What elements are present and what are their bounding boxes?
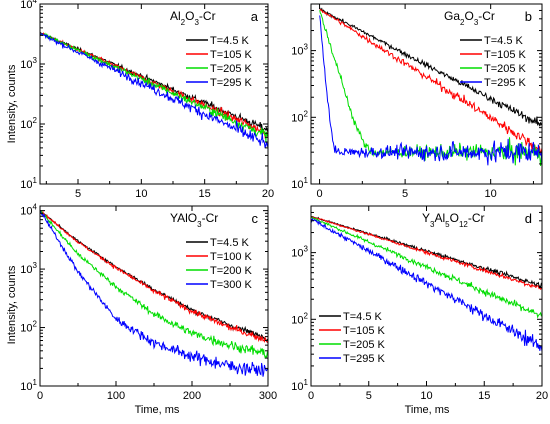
y-tick-label: 103 [291, 245, 308, 260]
panel-c: 0 100 200 300 101 102 103 104 YAlO3-Cr cT=4.5 K T=… [20, 203, 277, 402]
x-tick-label: 0 [308, 390, 314, 402]
x-axis-label-right: Time, ms [405, 404, 450, 416]
y-tick-label: 103 [20, 261, 37, 276]
legend-label: T=100 K [210, 251, 253, 263]
y-tick-label: 103 [291, 43, 308, 58]
series-2-line [40, 32, 268, 143]
y-tick-label: 104 [20, 203, 37, 218]
series-group [319, 7, 542, 166]
series-0-line [40, 31, 268, 133]
series-1-line [319, 8, 542, 154]
x-tick-label: 5 [366, 390, 372, 402]
x-tick-label: 200 [183, 390, 201, 402]
legend-label: T=4.5 K [210, 237, 249, 249]
series-2-line [311, 216, 542, 319]
panel-letter: a [251, 9, 259, 24]
panel-letter: d [525, 211, 532, 226]
panel-b: 0 5 10 101 102 103 Ga2O3-Cr bT=4.5 K T=105 K T=20… [291, 3, 543, 200]
legend-label: T=4.5 K [343, 311, 382, 323]
series-group [40, 210, 268, 377]
y-axis-label-bottom: Intensity, counts [6, 265, 18, 344]
series-1-line [311, 216, 542, 290]
legend-label: T=295 K [343, 353, 386, 365]
panel-letter: b [525, 9, 532, 24]
series-group [311, 216, 542, 352]
plot-frame [39, 205, 269, 387]
legend-label: T=4.5 K [210, 35, 249, 47]
x-tick-label: 20 [262, 188, 274, 200]
x-tick-label: 10 [135, 188, 147, 200]
panel-a: 5 10 15 20 101 102 103 104 Al2O3-Cr aT=4.5 K T=105… [20, 0, 274, 200]
plot-frame [39, 3, 269, 185]
panel-title: YAlO3-Cr [170, 211, 218, 229]
series-2-line [40, 210, 268, 360]
x-tick-label: 10 [420, 390, 432, 402]
legend-label: T=200 K [210, 265, 253, 277]
legend-label: T=205 K [484, 63, 527, 75]
y-axis-label-top: Intensity, counts [6, 64, 18, 143]
y-tick-label: 102 [291, 311, 308, 326]
y-tick-label: 101 [291, 378, 308, 393]
x-tick-label: 10 [485, 188, 497, 200]
x-tick-label: 15 [478, 390, 490, 402]
x-tick-label: 5 [402, 188, 408, 200]
series-3-line [40, 210, 268, 377]
y-tick-label: 103 [20, 56, 37, 71]
series-0-line [319, 7, 542, 127]
panel-letter: c [252, 211, 259, 226]
x-tick-label: 20 [536, 390, 548, 402]
legend-label: T=295 K [484, 77, 527, 89]
y-tick-label: 102 [291, 109, 308, 124]
x-tick-label: 5 [75, 188, 81, 200]
legend-label: T=300 K [210, 279, 253, 291]
panel-title: Y3Al5O12-Cr [422, 211, 485, 229]
series-group [40, 31, 268, 149]
x-tick-label: 0 [37, 390, 43, 402]
series-3-line [311, 217, 542, 352]
legend-label: T=205 K [343, 339, 386, 351]
x-axis-label-left: Time, ms [135, 404, 180, 416]
legend-label: T=295 K [210, 77, 253, 89]
y-tick-label: 101 [20, 378, 37, 393]
legend-label: T=105 K [210, 49, 253, 61]
legend-label: T=105 K [343, 325, 386, 337]
legend-label: T=205 K [210, 63, 253, 75]
series-3-line [319, 15, 542, 166]
panel-title: Ga2O3-Cr [444, 9, 495, 27]
y-tick-label: 101 [20, 176, 37, 191]
y-tick-label: 104 [20, 0, 37, 11]
x-tick-label: 0 [316, 188, 322, 200]
legend-label: T=4.5 K [484, 35, 523, 47]
panel-d: 0 5 10 15 20 101 102 103 Y3Al5O12-Cr d T=4.5 K T=10… [291, 205, 548, 402]
y-tick-label: 102 [20, 116, 37, 131]
x-tick-label: 100 [107, 390, 125, 402]
panel-title: Al2O3-Cr [170, 9, 216, 27]
series-3-line [40, 32, 268, 149]
x-tick-label: 15 [199, 188, 211, 200]
y-tick-label: 102 [20, 320, 37, 335]
x-tick-label: 300 [259, 390, 277, 402]
series-1-line [40, 210, 268, 344]
y-tick-label: 101 [291, 176, 308, 191]
plot-frame [310, 3, 543, 185]
legend-label: T=105 K [484, 49, 527, 61]
